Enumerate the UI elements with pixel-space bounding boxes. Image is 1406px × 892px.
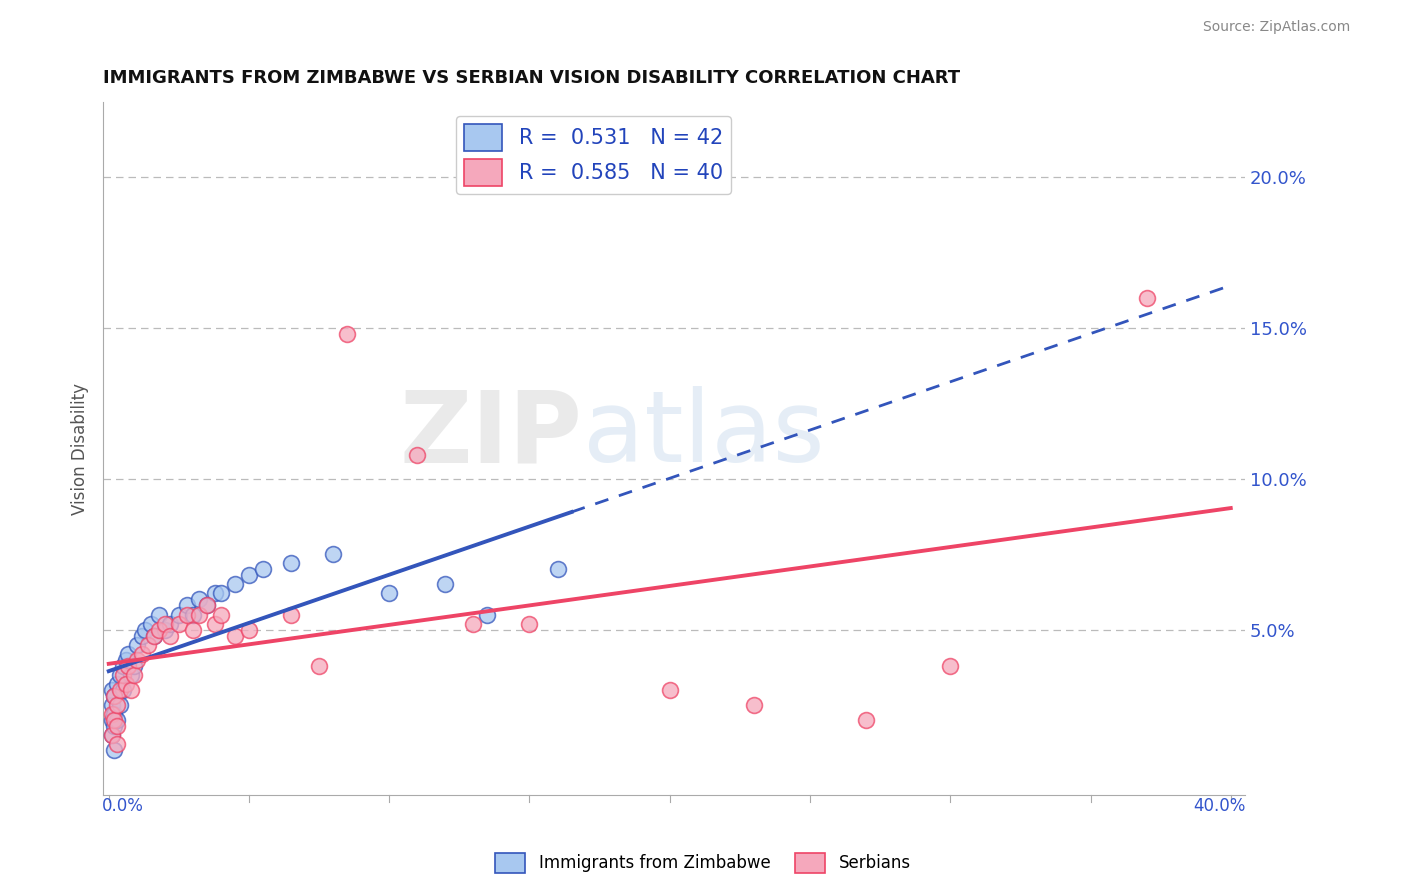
Point — [125, 653, 148, 667]
Point — [142, 629, 165, 643]
Point — [103, 743, 125, 757]
Point — [148, 623, 170, 637]
Legend: R =  0.531   N = 42, R =  0.585   N = 40: R = 0.531 N = 42, R = 0.585 N = 40 — [456, 116, 731, 194]
Text: Source: ZipAtlas.com: Source: ZipAtlas.com — [1202, 21, 1350, 34]
Point — [238, 623, 260, 637]
Point — [463, 616, 485, 631]
Point — [434, 577, 457, 591]
Point — [519, 616, 541, 631]
Point — [658, 682, 681, 697]
Point — [111, 668, 134, 682]
Point — [131, 629, 153, 643]
Text: ZIP: ZIP — [399, 386, 582, 483]
Point — [224, 577, 246, 591]
Point — [122, 658, 145, 673]
Point — [195, 599, 218, 613]
Point — [103, 706, 125, 721]
Text: IMMIGRANTS FROM ZIMBABWE VS SERBIAN VISION DISABILITY CORRELATION CHART: IMMIGRANTS FROM ZIMBABWE VS SERBIAN VISI… — [103, 69, 960, 87]
Legend: Immigrants from Zimbabwe, Serbians: Immigrants from Zimbabwe, Serbians — [488, 847, 918, 880]
Point — [105, 713, 128, 727]
Point — [114, 677, 136, 691]
Point — [855, 713, 877, 727]
Point — [181, 623, 204, 637]
Point — [117, 647, 139, 661]
Point — [336, 327, 359, 342]
Point — [122, 668, 145, 682]
Point — [103, 713, 125, 727]
Point — [280, 556, 302, 570]
Point — [125, 638, 148, 652]
Point — [167, 607, 190, 622]
Point — [120, 668, 142, 682]
Point — [204, 616, 226, 631]
Point — [167, 616, 190, 631]
Point — [103, 689, 125, 703]
Point — [108, 698, 131, 712]
Point — [280, 607, 302, 622]
Point — [153, 616, 176, 631]
Point — [159, 629, 181, 643]
Point — [105, 719, 128, 733]
Point — [114, 653, 136, 667]
Point — [209, 607, 232, 622]
Point — [939, 658, 962, 673]
Point — [100, 728, 122, 742]
Point — [742, 698, 765, 712]
Point — [131, 647, 153, 661]
Point — [187, 592, 209, 607]
Point — [100, 713, 122, 727]
Point — [108, 682, 131, 697]
Point — [105, 698, 128, 712]
Point — [209, 586, 232, 600]
Text: 0.0%: 0.0% — [103, 797, 143, 814]
Point — [136, 638, 159, 652]
Point — [111, 658, 134, 673]
Point — [105, 677, 128, 691]
Point — [238, 568, 260, 582]
Point — [547, 562, 569, 576]
Point — [139, 616, 162, 631]
Point — [142, 629, 165, 643]
Point — [120, 682, 142, 697]
Point — [252, 562, 274, 576]
Point — [103, 689, 125, 703]
Text: 40.0%: 40.0% — [1194, 797, 1246, 814]
Point — [134, 623, 156, 637]
Text: atlas: atlas — [582, 386, 824, 483]
Point — [204, 586, 226, 600]
Point — [181, 607, 204, 622]
Point — [378, 586, 401, 600]
Point — [117, 658, 139, 673]
Point — [153, 623, 176, 637]
Y-axis label: Vision Disability: Vision Disability — [72, 383, 89, 515]
Point — [159, 616, 181, 631]
Point — [195, 599, 218, 613]
Point — [477, 607, 499, 622]
Point — [100, 706, 122, 721]
Point — [322, 547, 344, 561]
Point — [100, 698, 122, 712]
Point — [103, 719, 125, 733]
Point — [187, 607, 209, 622]
Point — [105, 737, 128, 751]
Point — [100, 728, 122, 742]
Point — [176, 599, 198, 613]
Point — [100, 682, 122, 697]
Point — [308, 658, 330, 673]
Point — [406, 448, 429, 462]
Point — [111, 682, 134, 697]
Point — [1136, 291, 1159, 305]
Point — [108, 668, 131, 682]
Point — [224, 629, 246, 643]
Point — [148, 607, 170, 622]
Point — [176, 607, 198, 622]
